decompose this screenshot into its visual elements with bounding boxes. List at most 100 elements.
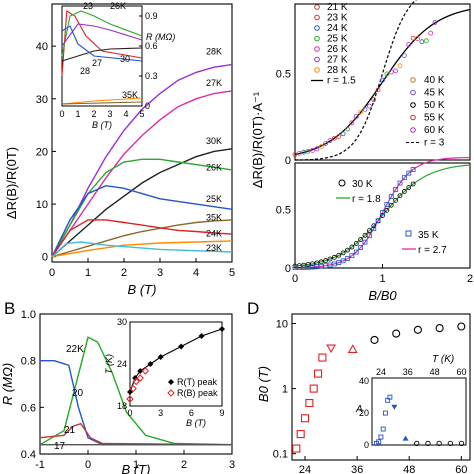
legend-marker — [314, 25, 320, 31]
panel-d: D 24 36 48 60 0.1 1 10 B0 (T) 24 36 48 60 0 20 40 T (K)… — [247, 299, 471, 474]
x-tick-label: 0 — [49, 267, 55, 279]
legend-label: 27 K — [327, 55, 348, 66]
y-tick-label: 0.4 — [21, 449, 36, 461]
inset-y-axis-label: R (MΩ) — [146, 32, 175, 42]
data-point-35k — [349, 253, 355, 259]
data-point — [423, 38, 429, 44]
series-line-26K — [51, 158, 233, 258]
legend-label: 26 K — [327, 44, 348, 55]
inset-y-tick-label: 40 — [359, 376, 369, 386]
y-axis-label: B0 (T) — [256, 366, 271, 402]
data-point-30k — [318, 259, 324, 265]
inset-point-circle — [425, 440, 431, 447]
b0-point-square — [309, 384, 318, 393]
data-point — [397, 63, 403, 69]
inset-label: 35K — [122, 90, 138, 100]
series-label-30K: 30K — [206, 136, 222, 146]
series-label-27K: 27K — [206, 78, 222, 88]
inset-legend-marker — [167, 389, 175, 397]
legend-label: r = 2.7 — [418, 245, 447, 256]
data-point-30k — [384, 207, 390, 213]
rb-peak-point — [141, 367, 150, 375]
inset-point-circle — [436, 440, 442, 447]
series-line-27K — [51, 90, 233, 258]
rt-peak-point — [178, 343, 185, 350]
data-point-35k — [380, 210, 385, 215]
series-label-22K: 22K — [66, 344, 84, 355]
data-point — [410, 35, 416, 41]
data-point-30k — [336, 252, 342, 258]
b0-point-triangle — [347, 344, 358, 353]
data-point — [292, 152, 298, 158]
upper-y-tick-label: 0.5 — [276, 68, 291, 80]
series-label-26K: 26K — [206, 162, 222, 172]
data-point — [353, 114, 359, 119]
series-line-30K — [51, 148, 233, 258]
data-point-35k — [397, 180, 403, 186]
x-tick-label: 5 — [229, 267, 235, 279]
inset-x-tick-label: 9 — [219, 408, 224, 418]
data-point-30k — [388, 202, 394, 208]
inset-x-tick-label: 48 — [430, 367, 440, 377]
x-tick-label: 4 — [193, 267, 199, 279]
data-point — [419, 39, 425, 45]
legend-label: r = 1.5 — [327, 76, 356, 87]
inset-point-circle — [447, 440, 453, 447]
legend-label: 25 K — [327, 34, 348, 45]
inset-x-tick-label: 60 — [457, 367, 467, 377]
plot-frame — [51, 3, 233, 263]
inset-x-tick-label: 0 — [59, 109, 64, 119]
legend-label: r = 3 — [424, 138, 445, 149]
series-line-35K — [51, 219, 233, 258]
data-point — [296, 150, 302, 156]
panel-b-label: B — [4, 299, 15, 318]
series-label-35K: 35K — [206, 213, 222, 223]
inset-x-tick-label: 1 — [75, 109, 80, 119]
legend-marker — [314, 4, 320, 10]
series-line-22K — [39, 336, 233, 446]
y-tick-label: 0.8 — [21, 356, 36, 368]
data-point — [345, 126, 350, 132]
inset-y-tick-label: 18 — [117, 401, 127, 411]
x-tick-label: 60 — [455, 464, 467, 474]
y-tick-label: 1.0 — [21, 309, 36, 321]
b0-point-square — [313, 369, 323, 378]
data-point-30k — [353, 241, 359, 246]
data-point-30k — [331, 254, 337, 260]
inset-curve — [61, 10, 143, 57]
legend-marker — [314, 67, 320, 73]
rt-peak-point — [137, 368, 144, 374]
inset-point-square — [378, 434, 384, 440]
inset-y-tick-label: 0.3 — [145, 71, 158, 81]
inset-y-tick-label: 0 — [145, 101, 150, 111]
series-label-23K: 23K — [206, 243, 222, 253]
inset-x-tick-label: 6 — [189, 408, 194, 418]
legend-label: 40 K — [424, 75, 445, 86]
data-point-30k — [397, 193, 403, 199]
inset-legend-label: R(T) peak — [177, 377, 218, 387]
legend-marker — [410, 114, 416, 121]
series-label-21: 21 — [64, 425, 76, 436]
x-tick-label: 0 — [292, 273, 298, 285]
inset-legend-label: R(B) peak — [177, 388, 218, 398]
y-axis-label: ΔR(B)/R(0T)·A⁻¹ — [250, 91, 265, 188]
inset-y-tick-label: 0 — [364, 440, 369, 450]
legend-label: 30 K — [352, 179, 373, 190]
inset-label: 23 — [83, 1, 93, 11]
data-point-35k — [358, 245, 364, 250]
data-point-30k — [327, 256, 333, 262]
data-point — [336, 134, 342, 139]
fit-line-r1.8 — [294, 164, 471, 267]
data-point-30k — [380, 213, 385, 218]
legend-marker — [410, 89, 416, 96]
y-tick-label: 1 — [282, 384, 288, 396]
data-point — [388, 69, 394, 75]
inset-y-tick-label: 20 — [359, 408, 369, 418]
fit-line-r2.7 — [294, 156, 471, 269]
legend-label: r = 1.8 — [352, 194, 381, 205]
legend-label: 24 K — [327, 23, 348, 34]
y-tick-label: 0 — [42, 252, 48, 264]
inset-point-triangle-down — [391, 404, 398, 410]
data-point — [406, 42, 412, 47]
